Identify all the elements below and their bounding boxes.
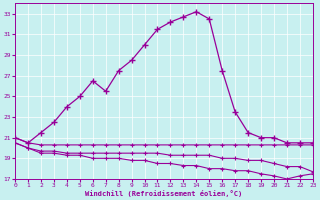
- X-axis label: Windchill (Refroidissement éolien,°C): Windchill (Refroidissement éolien,°C): [85, 190, 243, 197]
